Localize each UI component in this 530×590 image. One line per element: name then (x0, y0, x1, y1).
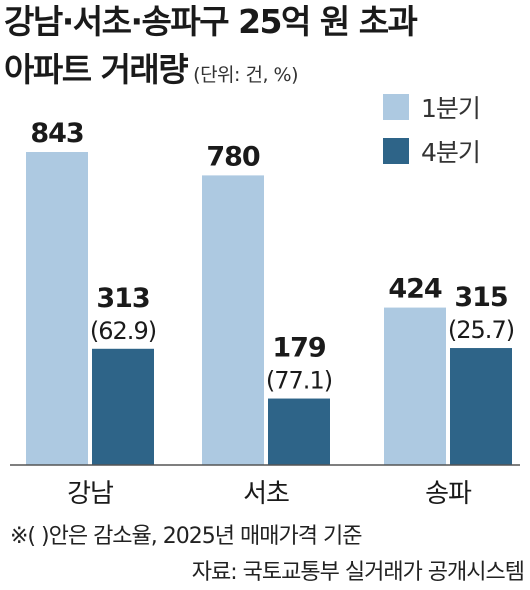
data-sublabel-q4-1: (77.1) (266, 367, 332, 395)
category-label-1: 서초 (243, 479, 289, 509)
data-label-q4-1: 179 (272, 333, 326, 364)
category-label-2: 송파 (425, 479, 472, 509)
bar-q4-0 (92, 348, 154, 465)
data-sublabel-q4-2: (25.7) (448, 316, 514, 344)
bar-chart: 843 313 (62.9) 강남 780 179 (77.1) 서초 424 315 (25.7)… (10, 118, 520, 509)
legend-item-q1: 1분기 (383, 92, 481, 123)
chart-title-text: 아파트 거래량 (4, 50, 189, 89)
legend-label-q1: 1분기 (421, 94, 481, 123)
bar-q1-1 (202, 175, 264, 465)
bar-q1-0 (26, 152, 88, 465)
data-sublabel-q4-0: (62.9) (90, 317, 156, 345)
data-label-q1-2: 424 (388, 274, 442, 305)
source-note: 자료: 국토교통부 실거래가 공개시스템 (191, 560, 525, 585)
unit-label: (단위: 건, %) (193, 64, 298, 86)
legend-item-q4: 4분기 (383, 136, 481, 167)
data-label-q4-0: 313 (96, 283, 149, 314)
data-label-q1-0: 843 (30, 118, 83, 149)
bar-q1-2 (384, 307, 446, 465)
chart-title: 강남·서초·송파구 25억 원 초과 (4, 2, 418, 41)
legend-label-q4: 4분기 (421, 138, 481, 167)
data-label-q4-2: 315 (454, 282, 507, 313)
bar-q4-2 (450, 348, 512, 465)
legend: 1분기 4분기 (383, 92, 481, 180)
legend-swatch-q1 (383, 94, 409, 120)
bar-q4-1 (268, 398, 330, 465)
footnote: ※( )안은 감소율, 2025년 매매가격 기준 (10, 524, 362, 549)
category-label-0: 강남 (67, 479, 114, 509)
legend-swatch-q4 (383, 138, 409, 164)
chart-title-line2: 아파트 거래량 (단위: 건, %) (4, 50, 298, 95)
data-label-q1-1: 780 (206, 141, 260, 172)
